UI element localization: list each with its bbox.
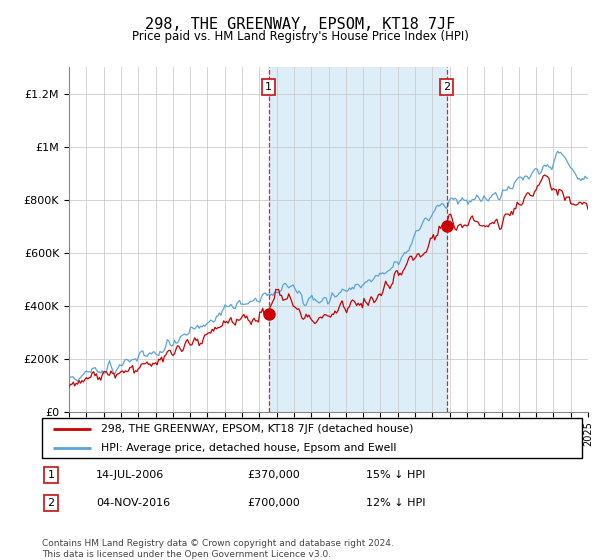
Text: £700,000: £700,000 bbox=[247, 498, 300, 508]
Text: 15% ↓ HPI: 15% ↓ HPI bbox=[366, 470, 425, 480]
Text: HPI: Average price, detached house, Epsom and Ewell: HPI: Average price, detached house, Epso… bbox=[101, 442, 397, 452]
Text: 04-NOV-2016: 04-NOV-2016 bbox=[96, 498, 170, 508]
Text: Contains HM Land Registry data © Crown copyright and database right 2024.
This d: Contains HM Land Registry data © Crown c… bbox=[42, 539, 394, 559]
Text: 298, THE GREENWAY, EPSOM, KT18 7JF: 298, THE GREENWAY, EPSOM, KT18 7JF bbox=[145, 17, 455, 32]
FancyBboxPatch shape bbox=[42, 418, 582, 458]
Text: 298, THE GREENWAY, EPSOM, KT18 7JF (detached house): 298, THE GREENWAY, EPSOM, KT18 7JF (deta… bbox=[101, 424, 414, 434]
Text: 14-JUL-2006: 14-JUL-2006 bbox=[96, 470, 164, 480]
Text: 2: 2 bbox=[443, 82, 451, 92]
Text: £370,000: £370,000 bbox=[247, 470, 300, 480]
Text: 12% ↓ HPI: 12% ↓ HPI bbox=[366, 498, 425, 508]
Text: 1: 1 bbox=[47, 470, 55, 480]
Text: 1: 1 bbox=[265, 82, 272, 92]
Text: Price paid vs. HM Land Registry's House Price Index (HPI): Price paid vs. HM Land Registry's House … bbox=[131, 30, 469, 43]
Bar bbox=[269, 67, 447, 412]
Text: 2: 2 bbox=[47, 498, 55, 508]
